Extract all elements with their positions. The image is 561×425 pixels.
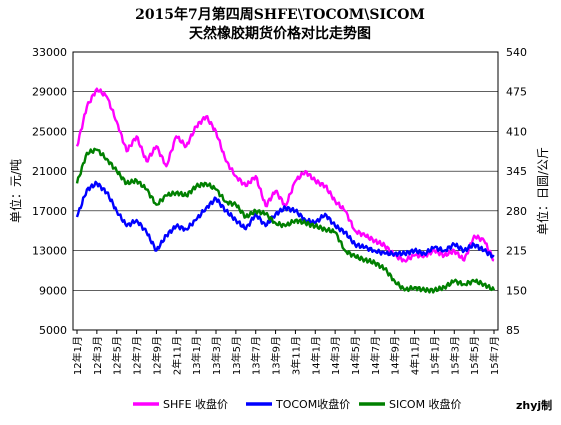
- left-y-tick-label: 9000: [39, 284, 67, 297]
- x-tick-label: 3年11月: [289, 336, 302, 375]
- legend-label: SICOM 收盘价: [389, 397, 462, 411]
- x-tick-label: 15年7月: [488, 336, 501, 375]
- x-tick-label: 14年5月: [349, 336, 362, 375]
- x-tick-label: 13年9月: [270, 336, 283, 375]
- right-y-tick-label: 475: [506, 86, 527, 99]
- series-line: [75, 87, 495, 263]
- x-tick-label: 12年9月: [150, 336, 163, 375]
- left-y-tick-label: 33000: [32, 46, 67, 59]
- left-y-tick-label: 5000: [39, 324, 67, 337]
- left-y-tick-label: 29000: [32, 86, 67, 99]
- right-y-axis: 85 150 215 280 345 410 475 540: [506, 46, 527, 337]
- x-tick-label: 14年3月: [329, 336, 342, 375]
- x-tick-label: 13年3月: [210, 336, 223, 375]
- right-y-tick-label: 215: [506, 245, 527, 258]
- x-tick-label: 12年3月: [91, 336, 104, 375]
- legend-label: TOCOM收盘价: [275, 397, 350, 411]
- plot-area: [72, 51, 499, 331]
- x-tick-label: 15年5月: [468, 336, 481, 375]
- right-y-axis-label: 单位：日圆/公斤: [535, 147, 550, 235]
- credit-label: zhyj制: [516, 398, 552, 412]
- x-axis: 12年1月 12年3月 12年5月 12年7月 12年9月 2年11月 13年1月 13年3月…: [71, 330, 501, 375]
- left-y-tick-label: 21000: [32, 165, 67, 178]
- left-y-tick-label: 17000: [32, 205, 67, 218]
- x-tick-label: 13年1月: [190, 336, 203, 375]
- x-tick-label: 15年1月: [428, 336, 441, 375]
- left-y-tick-label: 25000: [32, 125, 67, 138]
- legend-label: SHFE 收盘价: [163, 397, 228, 411]
- x-tick-label: 12年5月: [111, 336, 124, 375]
- series-lines: [75, 87, 496, 294]
- x-tick-label: 14年7月: [369, 336, 382, 375]
- right-y-tick-label: 540: [506, 46, 527, 59]
- x-tick-label: 13年7月: [250, 336, 263, 375]
- x-tick-label: 12年7月: [131, 336, 144, 375]
- left-y-tick-label: 13000: [32, 245, 67, 258]
- x-tick-label: 2年11月: [170, 336, 183, 375]
- right-y-tick-label: 280: [506, 205, 527, 218]
- x-tick-label: 15年3月: [448, 336, 461, 375]
- right-y-tick-label: 410: [506, 125, 527, 138]
- left-y-axis-label: 单位：元/吨: [8, 159, 23, 223]
- left-y-axis: 5000 9000 13000 17000 21000 25000 29000 33000: [32, 46, 67, 337]
- x-tick-label: 14年9月: [389, 336, 402, 375]
- chart-subtitle: 天然橡胶期货价格对比走势图: [189, 25, 371, 42]
- x-tick-label: 4年11月: [409, 336, 422, 375]
- series-line: [75, 180, 495, 259]
- x-tick-label: 13年5月: [230, 336, 243, 375]
- legend: SHFE 收盘价 TOCOM收盘价 SICOM 收盘价: [133, 397, 462, 411]
- series-line: [75, 147, 496, 294]
- right-y-tick-label: 345: [506, 165, 527, 178]
- chart-title: 2015年7月第四周SHFE\TOCOM\SICOM: [135, 6, 425, 23]
- right-y-tick-label: 150: [506, 284, 527, 297]
- x-tick-label: 14年1月: [309, 336, 322, 375]
- right-y-tick-label: 85: [506, 324, 520, 337]
- x-tick-label: 12年1月: [71, 336, 84, 375]
